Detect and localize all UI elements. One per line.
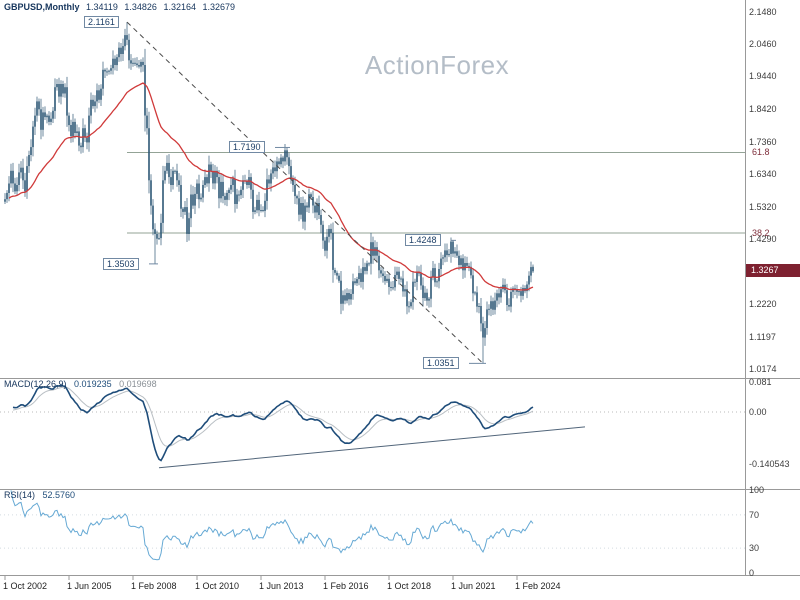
date-axis-label: 1 Jun 2005 [67,581,112,591]
rsi-value: 52.5760 [42,490,76,500]
price-axis-label: 1.9440 [749,71,777,82]
price-axis-label: 1.1197 [749,331,776,342]
ohlc-high: 1.34826 [124,2,157,12]
candlestick-series [4,22,534,364]
watermark: ActionForex [364,50,510,80]
date-axis-label: 1 Feb 2024 [515,581,561,591]
macd-axis-label: -0.140543 [749,459,790,470]
date-axis-label: 1 Oct 2002 [3,581,48,591]
price-tag: 1.3503 [103,257,139,270]
price-axis-label: 1.0174 [749,364,777,374]
price-axis-label: 1.8420 [749,103,777,114]
macd-label: MACD(12,26,9) [4,379,67,389]
price-axis-label: 2.1480 [749,7,777,17]
current-price-badge: 1.3267 [746,264,800,278]
price-axis-label: 1.2220 [749,299,777,310]
date-axis-label: 1 Jun 2021 [451,581,496,591]
date-axis-label: 1 Feb 2016 [323,581,369,591]
date-axis-label: 1 Oct 2010 [195,581,240,591]
macd-value-signal: 0.019698 [119,379,157,389]
date-axis-label: 1 Feb 2008 [131,581,177,591]
macd-axis-label: 0.081 [749,376,772,387]
price-tag: 1.0351 [423,357,459,370]
macd-line [12,384,534,462]
macd-value-main: 0.019235 [74,379,112,389]
ohlc-low: 1.32164 [163,2,197,12]
price-tag: 2.1161 [84,16,119,29]
chart-title: GBPUSD,Monthly 1.34119 1.34826 1.32164 1… [4,2,235,12]
main-trendline-dashed [126,21,484,364]
price-axis-label: 1.5320 [749,201,777,212]
rsi-axis-label: 100 [749,485,765,495]
price-tag: 1.4248 [405,234,441,247]
macd-axis-label: 0.00 [749,407,767,417]
rsi-axis-label: 0 [749,568,755,578]
price-axis-label: 2.0460 [749,39,777,50]
fib-level-label: 61.8 [752,147,770,158]
ohlc-close: 1.32679 [202,2,236,12]
rsi-line [10,490,534,561]
rsi-axis-label: 70 [749,509,760,520]
price-axis-label: 1.4290 [749,234,777,245]
ohlc-open: 1.34119 [86,2,118,12]
date-axis-label: 1 Oct 2018 [387,581,432,591]
price-axis-label: 1.6340 [749,169,777,180]
macd-trendline [158,426,586,469]
fib-level-label: 38.2 [752,228,770,238]
rsi-axis-label: 30 [749,543,760,554]
rsi-label: RSI(14) [4,490,36,500]
rsi-header: RSI(14) 52.5760 [4,490,75,500]
price-axis-label: 1.7360 [749,137,777,148]
macd-signal-line [12,386,534,447]
date-axis-label: 1 Jun 2013 [259,581,304,591]
price-tag: 1.7190 [229,141,265,154]
symbol-timeframe-label: GBPUSD,Monthly [4,2,80,12]
macd-header: MACD(12,26,9) 0.019235 0.019698 [4,379,157,389]
ma-line [8,82,534,291]
